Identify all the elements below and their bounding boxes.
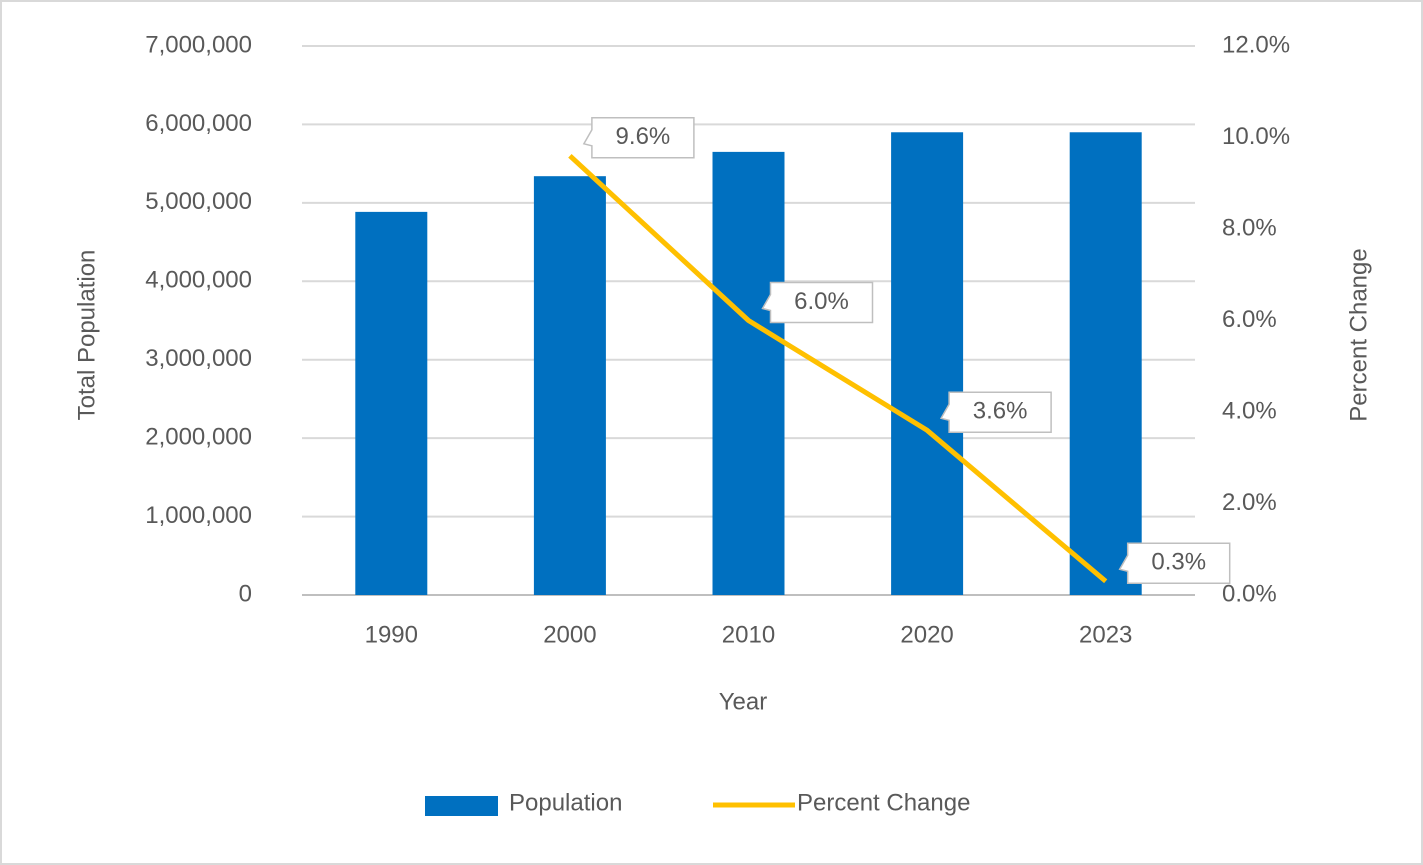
legend-label: Population xyxy=(509,789,622,816)
bar xyxy=(712,151,785,595)
y-tick-label: 1,000,000 xyxy=(145,502,252,529)
legend-label: Percent Change xyxy=(797,789,970,816)
y2-tick-label: 8.0% xyxy=(1222,214,1277,241)
data-label: 6.0% xyxy=(794,288,849,315)
y2-tick-label: 0.0% xyxy=(1222,580,1277,607)
data-label: 9.6% xyxy=(616,123,671,150)
bar xyxy=(1069,132,1142,595)
y2-tick-label: 2.0% xyxy=(1222,489,1277,516)
y2-tick-label: 4.0% xyxy=(1222,397,1277,424)
x-tick-label: 1990 xyxy=(365,621,418,648)
y-tick-label: 5,000,000 xyxy=(145,188,252,215)
x-tick-label: 2010 xyxy=(722,621,775,648)
data-label: 0.3% xyxy=(1151,549,1206,576)
data-label: 3.6% xyxy=(973,398,1028,425)
y2-tick-label: 12.0% xyxy=(1222,31,1290,58)
bar xyxy=(891,132,964,595)
line xyxy=(568,153,1108,584)
y-tick-label: 3,000,000 xyxy=(145,345,252,372)
y-tick-label: 2,000,000 xyxy=(145,423,252,450)
y-tick-label: 0 xyxy=(239,580,252,607)
y-axis-label: Total Population xyxy=(73,250,100,421)
data-label-box xyxy=(582,117,695,159)
data-label-box xyxy=(761,281,874,324)
x-tick-label: 2020 xyxy=(900,621,953,648)
y-tick-label: 4,000,000 xyxy=(145,267,252,294)
x-tick-label: 2000 xyxy=(543,621,596,648)
y2-tick-label: 6.0% xyxy=(1222,306,1277,333)
x-tick-label: 2023 xyxy=(1079,621,1132,648)
bar xyxy=(533,176,606,596)
x-axis-label: Year xyxy=(719,688,768,715)
legend-swatch xyxy=(425,796,498,816)
bar xyxy=(355,211,428,595)
y2-axis-label: Percent Change xyxy=(1345,248,1372,421)
y2-tick-label: 10.0% xyxy=(1222,123,1290,150)
y-tick-label: 7,000,000 xyxy=(145,31,252,58)
data-label-box xyxy=(939,391,1052,434)
data-label-box xyxy=(1118,542,1231,585)
y-tick-label: 6,000,000 xyxy=(145,110,252,137)
